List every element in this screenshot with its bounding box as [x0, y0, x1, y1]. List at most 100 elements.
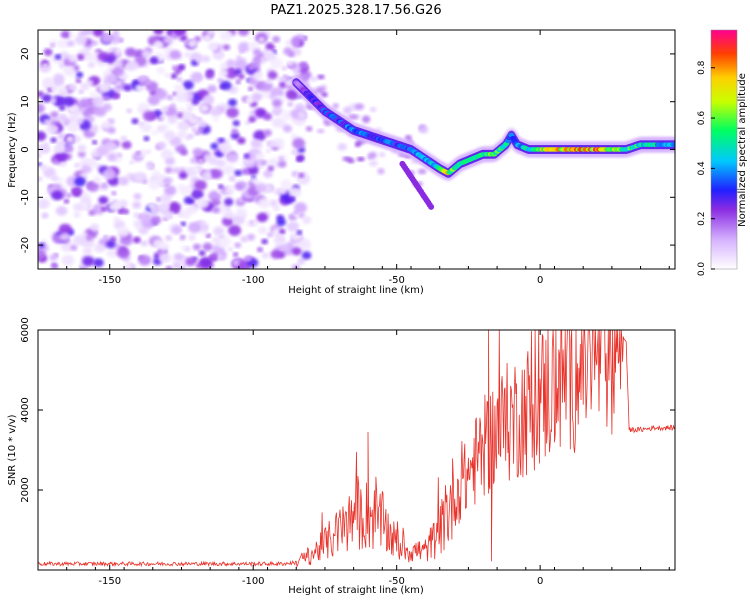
noise-blob [236, 55, 242, 60]
noise-blob [108, 47, 114, 52]
noise-blob [117, 209, 124, 214]
noise-blob [177, 131, 185, 138]
snr-axes: -150 -100 -50 0 2000 4000 6000 [20, 317, 675, 587]
noise-blob [53, 95, 67, 107]
noise-blob [265, 148, 271, 153]
noise-blob [38, 131, 47, 141]
noise-blob [142, 110, 156, 122]
noise-blob [269, 199, 278, 207]
noise-blob [168, 202, 181, 213]
noise-blob [279, 229, 286, 235]
noise-blob [203, 94, 214, 103]
noise-blob [60, 30, 71, 39]
noise-blob [86, 158, 97, 167]
noise-blob [133, 171, 146, 182]
ridge-core [672, 142, 675, 147]
noise-blob [203, 36, 210, 42]
noise-blob [180, 221, 187, 227]
noise-blob [237, 30, 250, 36]
scatter-blob [368, 160, 379, 167]
noise-blob [292, 138, 306, 149]
noise-blob [57, 86, 69, 96]
noise-blob [74, 34, 88, 46]
noise-blob [176, 77, 183, 82]
noise-blob [231, 128, 239, 134]
noise-blob [197, 127, 204, 133]
noise-blob [292, 41, 300, 48]
noise-blob [94, 106, 107, 117]
noise-blob [226, 107, 239, 118]
noise-blob [253, 71, 264, 80]
noise-blob [116, 247, 130, 259]
noise-blob [132, 79, 138, 84]
scatter-blob [332, 103, 339, 109]
noise-blob [208, 190, 222, 202]
noise-blob [235, 183, 244, 190]
noise-blob [160, 193, 172, 204]
noise-blob [164, 156, 176, 166]
scatter-blob [299, 61, 308, 69]
noise-blob [177, 64, 185, 71]
noise-blob [271, 99, 282, 108]
scatter-blob [342, 106, 352, 115]
noise-blob [145, 80, 152, 85]
noise-blob [226, 59, 236, 67]
noise-blob [38, 248, 46, 260]
noise-blob [278, 156, 284, 161]
noise-blob [91, 95, 104, 107]
noise-blob [106, 247, 119, 258]
noise-blob [218, 137, 225, 144]
colorbar-tick-label: 0.8 [697, 60, 707, 75]
noise-blob [213, 116, 220, 123]
snr-panel: -150 -100 -50 0 2000 4000 6000 Height of strai… [7, 317, 676, 596]
noise-blob [135, 151, 141, 156]
colorbar-tick-label: 0.6 [697, 111, 707, 126]
noise-blob [102, 95, 110, 101]
noise-blob [38, 103, 45, 114]
noise-blob [41, 94, 52, 103]
noise-blob [91, 40, 98, 46]
noise-blob [173, 84, 185, 93]
noise-blob [164, 185, 177, 196]
noise-blob [71, 186, 82, 195]
noise-blob [280, 179, 292, 189]
noise-blob [261, 160, 267, 165]
noise-blob [154, 88, 168, 100]
noise-blob [192, 243, 202, 251]
noise-blob [282, 74, 288, 79]
spectrogram-xtick-label: -50 [388, 275, 404, 286]
spectrogram-xtick-label: -150 [98, 275, 121, 286]
noise-blob [57, 177, 64, 183]
noise-blob [278, 81, 287, 89]
noise-blob [237, 137, 246, 145]
noise-blob [77, 144, 87, 152]
noise-blob [138, 75, 148, 83]
noise-blob [276, 218, 286, 227]
noise-blob [262, 50, 276, 62]
scatter-blob [342, 156, 352, 162]
noise-blob [288, 187, 302, 198]
scatter-blob [367, 154, 374, 160]
noise-blob [75, 78, 82, 84]
noise-blob [139, 213, 151, 223]
noise-blob [218, 69, 229, 78]
noise-blob [241, 168, 250, 175]
noise-blob [51, 86, 58, 92]
noise-blob [273, 205, 280, 212]
scatter-blob [337, 143, 347, 151]
noise-blob [38, 90, 45, 98]
noise-blob [227, 98, 238, 107]
noise-blob [99, 82, 111, 93]
noise-blob [114, 52, 122, 58]
scatter-blob [354, 103, 365, 111]
noise-blob [291, 247, 302, 256]
noise-blob [273, 234, 286, 246]
noise-blob [143, 135, 150, 142]
noise-blob [162, 149, 173, 158]
noise-blob [221, 216, 234, 227]
noise-blob [245, 222, 251, 227]
noise-blob [296, 155, 305, 162]
noise-blob [138, 254, 152, 266]
